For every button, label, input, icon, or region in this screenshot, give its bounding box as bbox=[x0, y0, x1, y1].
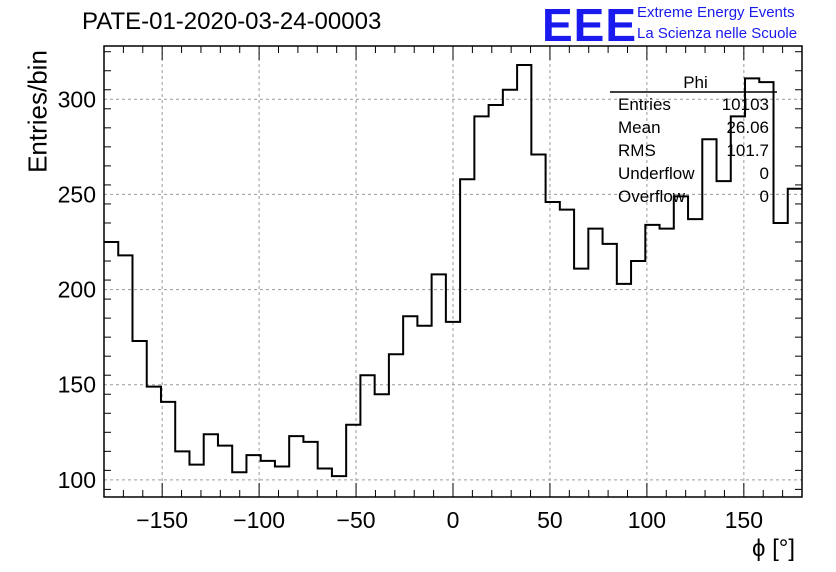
y-tick-label: 200 bbox=[58, 277, 96, 303]
x-tick-label: 100 bbox=[628, 507, 666, 533]
x-tick-label: −100 bbox=[233, 507, 285, 533]
stats-row-value: 0 bbox=[760, 164, 769, 183]
x-tick-label: −50 bbox=[337, 507, 376, 533]
stats-row-label: RMS bbox=[618, 141, 656, 160]
stats-row-label: Mean bbox=[618, 118, 661, 137]
stats-row-value: 26.06 bbox=[726, 118, 769, 137]
x-tick-label: −150 bbox=[136, 507, 188, 533]
stats-row-value: 101.7 bbox=[726, 141, 769, 160]
chart-title: PATE-01-2020-03-24-00003 bbox=[82, 8, 382, 35]
stats-row-value: 10103 bbox=[722, 95, 769, 114]
x-tick-label: 50 bbox=[537, 507, 563, 533]
stats-row-label: Entries bbox=[618, 95, 671, 114]
x-tick-label: 150 bbox=[725, 507, 763, 533]
histogram-series bbox=[104, 64, 802, 478]
logo-caption-line1: Extreme Energy Events bbox=[637, 4, 795, 21]
logo-caption-line2: La Scienza nelle Scuole bbox=[637, 25, 798, 42]
x-axis-label: ϕ [°] bbox=[752, 535, 796, 562]
stats-row-label: Overflow bbox=[618, 187, 686, 206]
x-tick-label: 0 bbox=[447, 507, 460, 533]
stats-box-title: Phi bbox=[683, 73, 708, 92]
y-tick-label: 100 bbox=[58, 467, 96, 493]
y-tick-label: 250 bbox=[58, 181, 96, 207]
stats-row-value: 0 bbox=[760, 187, 769, 206]
eee-logo: EEE bbox=[542, 0, 638, 51]
y-tick-label: 150 bbox=[58, 372, 96, 398]
y-tick-label: 300 bbox=[58, 86, 96, 112]
stats-row-label: Underflow bbox=[618, 164, 695, 183]
